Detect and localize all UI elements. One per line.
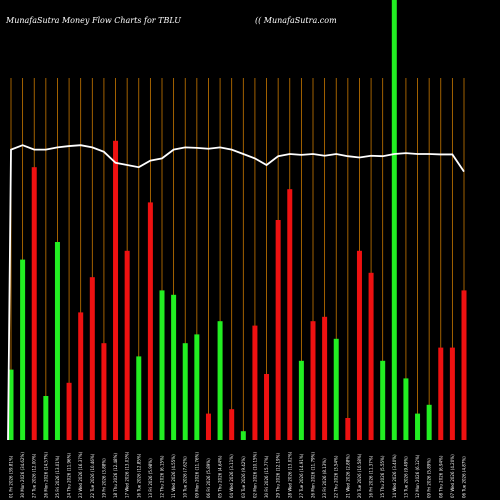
x-tick-label: 17 Wed 2026 (13.03%) (125, 451, 130, 498)
bar (217, 321, 223, 440)
bar (205, 413, 211, 440)
bar (194, 334, 200, 440)
bar-series (8, 0, 467, 441)
bar (287, 189, 293, 440)
bar (275, 220, 281, 440)
bar (8, 369, 14, 440)
bar (345, 418, 351, 440)
x-tick-label: 03 Tue 2026 (9.42%) (241, 456, 246, 498)
x-tick-label: 10 Tue 2026 (7.62%) (183, 456, 188, 498)
money-flow-line-path (7, 144, 465, 441)
bar (333, 338, 339, 440)
x-tick-label: 22 Thu 2026 (3.54%) (334, 455, 339, 498)
x-tick-label: 06 Tue 2026 (4.87%) (462, 456, 467, 498)
x-tick-label: 25 Fri 2026 (13.01%) (55, 455, 60, 498)
x-tick-label: 07 Wed 2026 (4.20%) (450, 454, 455, 498)
x-tick-label: 29 Thu 2026 (12.19%) (276, 453, 281, 498)
bar (403, 378, 409, 440)
x-tick-label: 09 Mon 2026 (11.76%) (194, 452, 199, 498)
x-tick-label: 12 Thu 2026 (6.15%) (160, 455, 165, 498)
x-tick-label: 15 Thu 2026 (5.55%) (380, 455, 385, 498)
x-tick-label: 05 Thu 2026 (4.64%) (218, 455, 223, 498)
x-tick-label: 11 Wed 2026 (4.55%) (171, 454, 176, 498)
bar (264, 374, 270, 440)
bar (147, 202, 153, 440)
x-tick-label: 27 Tue 2026 (12.00%) (32, 453, 37, 498)
x-tick-label: 19 Fri 2026 (3.88%) (101, 458, 106, 498)
chart-title: MunafaSutra Money Flow Charts for TBLU (5, 16, 181, 25)
bar (438, 347, 444, 440)
x-tick-label: 23 Fri 2026 (8.13%) (322, 458, 327, 498)
x-tick-label: 06 Fri 2026 (5.89%) (206, 458, 211, 498)
x-tick-label: 30 Fri 2026 (15.77%) (264, 455, 269, 498)
bar (356, 250, 362, 440)
bar (322, 316, 328, 440)
bar (43, 396, 49, 440)
x-tick-label: 26 Mon 2026 (11.79%) (311, 452, 316, 498)
x-tick-label: 16 Tue 2026 (12.85%) (136, 453, 141, 498)
x-tick-label: 20 Tue 2026 (10.58%) (357, 453, 362, 498)
x-tick-label: 30 Mon 2026 (34.62%) (20, 452, 25, 498)
x-axis-tick-labels: 01 Fri 2026 (39.81%) 30 Mon 2026 (34.62%)… (9, 451, 467, 498)
x-tick-label: 01 Fri 2026 (39.81%) (9, 455, 14, 498)
bar (78, 312, 84, 440)
bar (31, 167, 37, 440)
bar (101, 343, 107, 440)
x-tick-label: 14 Wed 2026 (3.40%) (392, 454, 397, 498)
bar (415, 413, 421, 440)
bar (229, 409, 235, 440)
bar (380, 360, 386, 440)
bar (310, 321, 316, 440)
bar (182, 343, 188, 440)
x-tick-label: 08 Thu 2026 (6.94%) (438, 455, 443, 498)
bar (240, 431, 246, 440)
x-tick-label: 21 Wed 2026 (2.88%) (345, 454, 350, 498)
x-tick-label: 02 Mon 2026 (10.15%) (252, 452, 257, 498)
x-tick-label: 13 Fri 2026 (5.98%) (148, 458, 153, 498)
bar (252, 325, 258, 440)
x-tick-label: 23 Wed 2026 (16.37%) (78, 451, 83, 498)
x-tick-label: 28 Wed 2026 (13.02%) (287, 451, 292, 498)
x-tick-label: 13 Tue 2026 (9.49%) (403, 456, 408, 498)
x-tick-label: 26 Mon 2026 (14.57%) (43, 452, 48, 498)
bar (136, 356, 142, 440)
x-tick-label: 18 Thu 2026 (12.48%) (113, 453, 118, 498)
x-tick-label: 22 Tue 2026 (10.46%) (90, 453, 95, 498)
x-tick-label: 27 Tue 2026 (14.91%) (299, 453, 304, 498)
chart-subtitle: (( MunafaSutra.com (255, 16, 337, 25)
bar (298, 360, 304, 440)
x-tick-label: 24 Thu 2026 (11.96%) (67, 453, 72, 498)
bar (66, 382, 72, 440)
bar (449, 347, 455, 440)
bar (391, 0, 397, 440)
bar (113, 140, 119, 441)
bar (368, 272, 374, 440)
bar (171, 294, 177, 440)
bar (20, 259, 26, 440)
x-tick-label: 09 Fri 2026 (5.89%) (427, 458, 432, 498)
bar (159, 290, 165, 440)
x-tick-label: 16 Fri 2026 (11.37%) (369, 455, 374, 498)
bar (54, 242, 60, 440)
bar (89, 277, 95, 440)
money-flow-line (7, 144, 465, 441)
bar (124, 250, 130, 440)
bar (461, 290, 467, 440)
x-tick-label: 12 Mon 2026 (6.12%) (415, 454, 420, 498)
x-tick-label: 04 Wed 2026 (3.11%) (229, 454, 234, 498)
bar (426, 404, 432, 440)
